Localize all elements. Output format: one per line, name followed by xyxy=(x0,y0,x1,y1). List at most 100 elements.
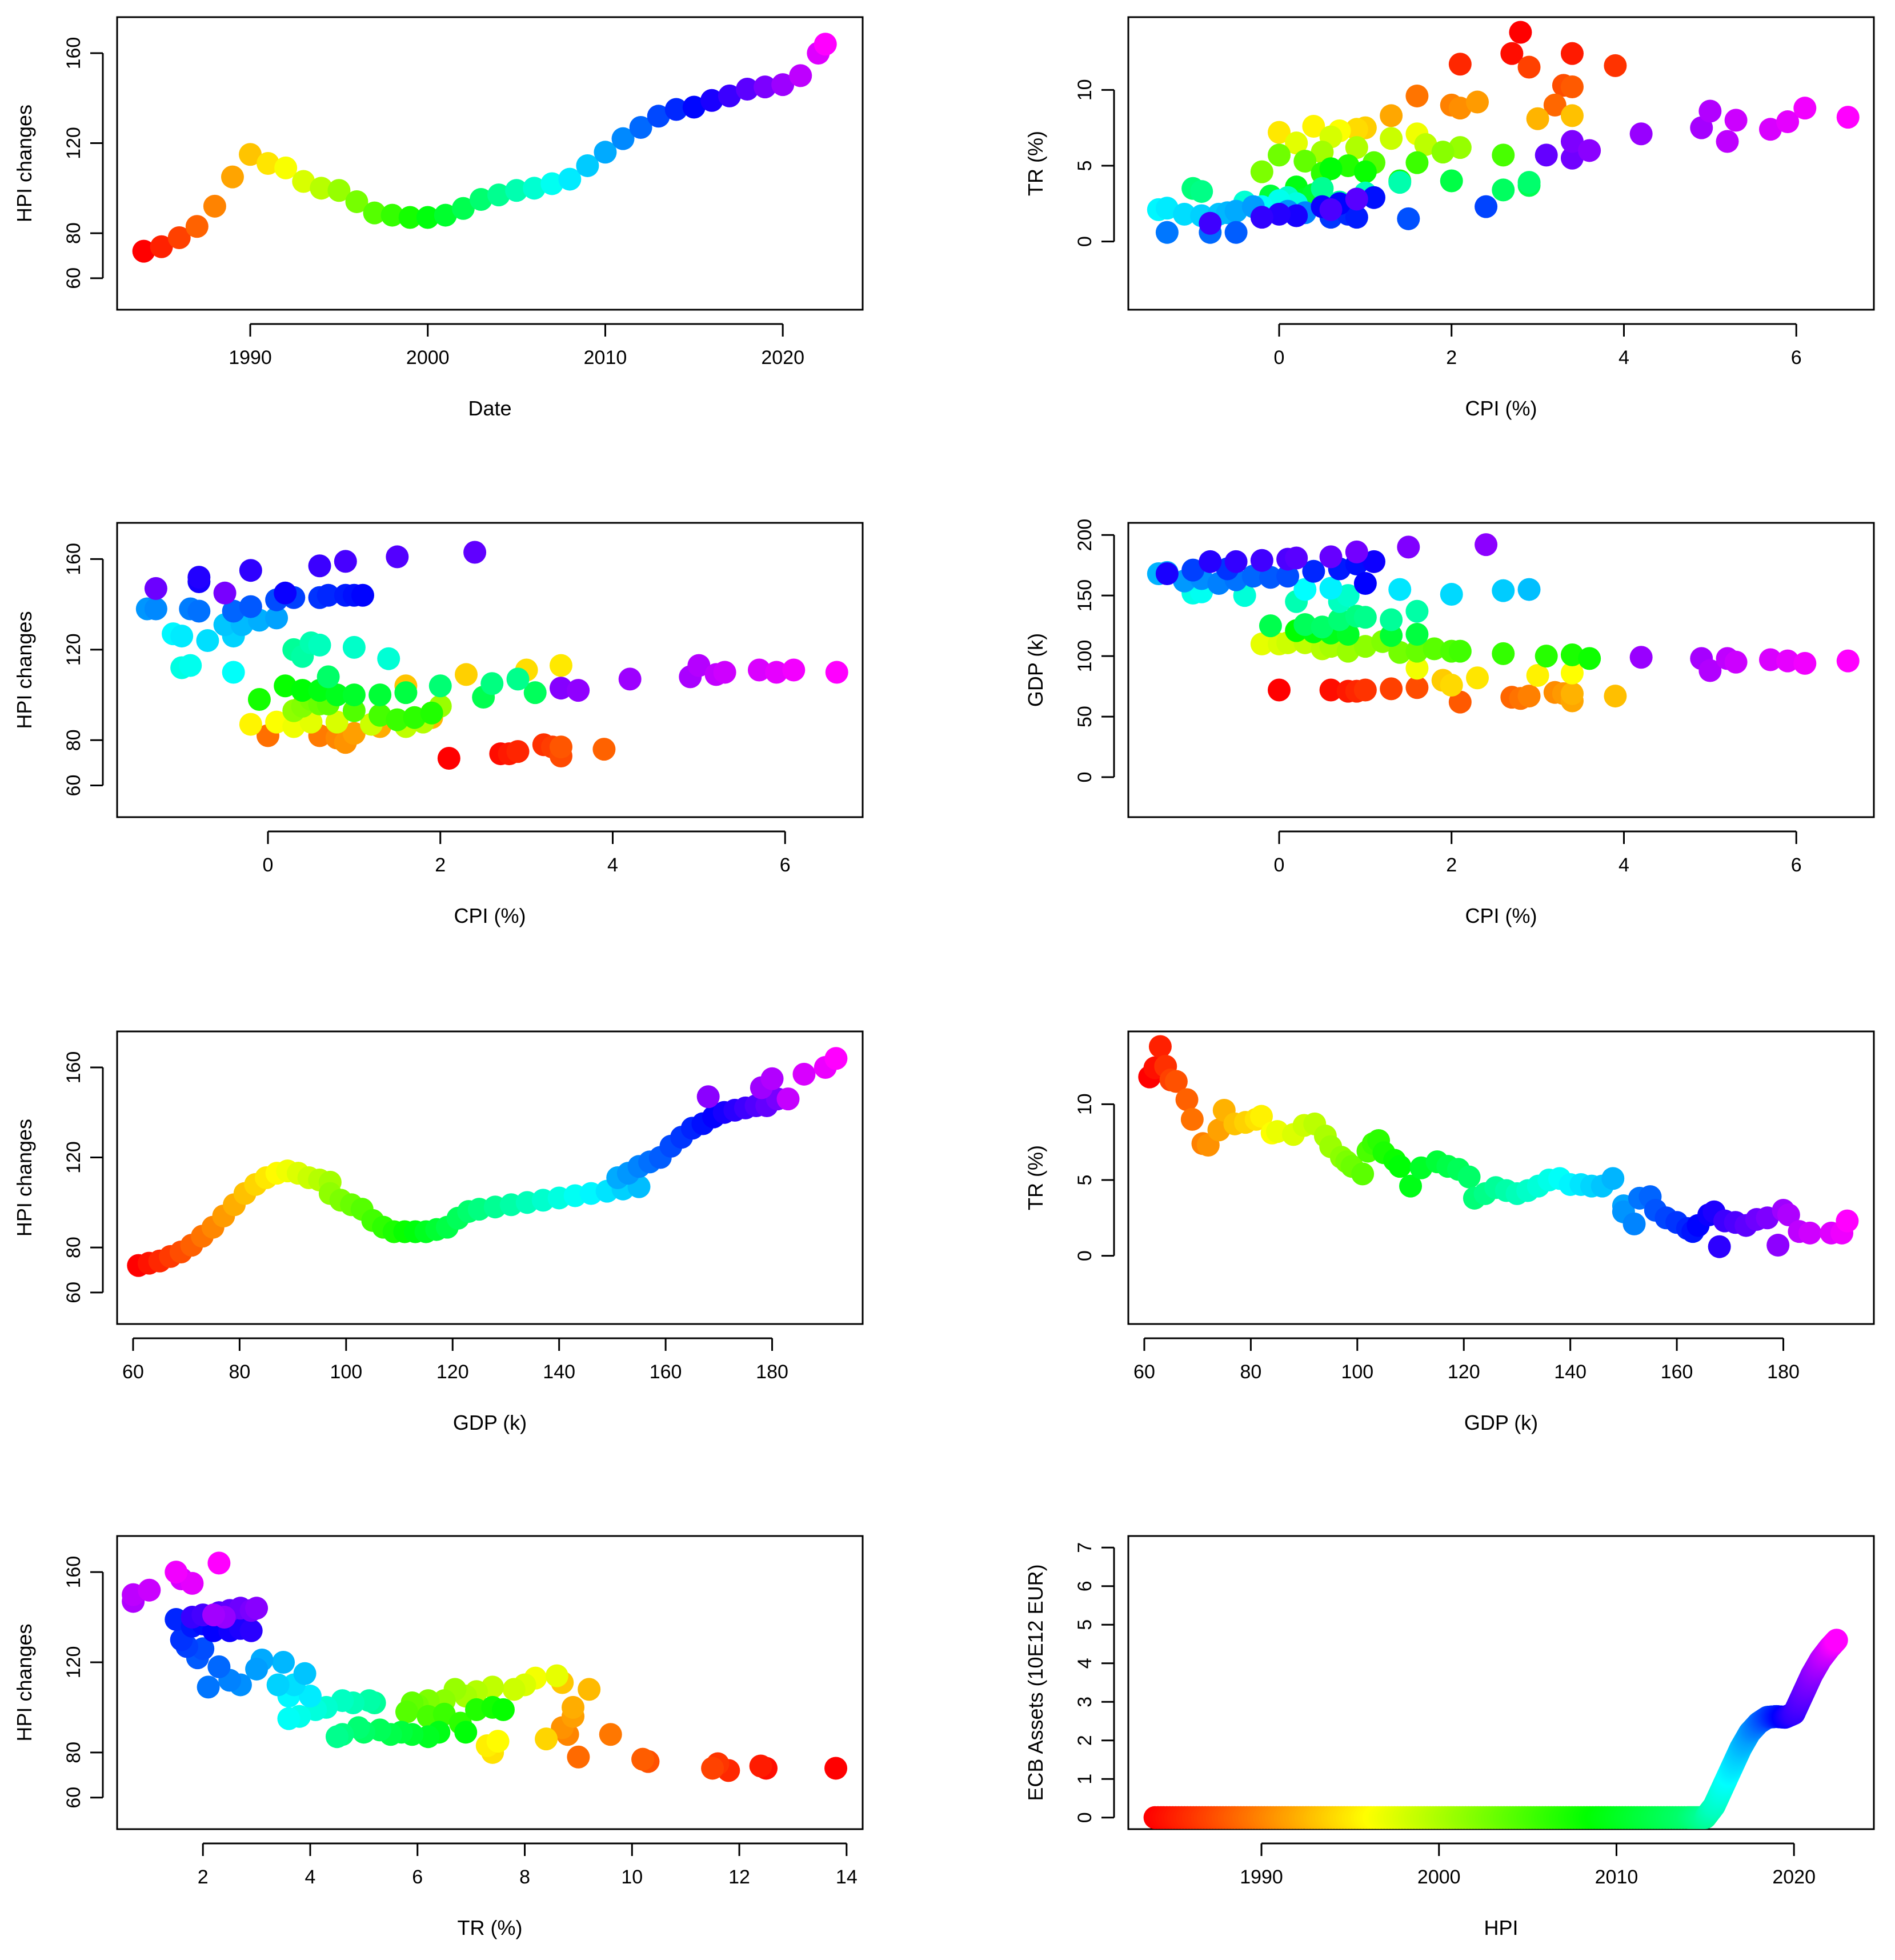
data-point xyxy=(1353,635,1377,658)
data-point xyxy=(1380,624,1403,647)
data-point xyxy=(1285,131,1308,155)
hpi-vs-gdp-panel: 60 80 100 120 140 160 180 60 80 120 160 GDP (k) HPI … xyxy=(13,1030,864,1434)
data-marks xyxy=(1147,533,1860,714)
data-point xyxy=(631,1747,655,1771)
y-tick-label: 6 xyxy=(1074,1581,1096,1591)
data-point xyxy=(486,1730,510,1753)
data-point xyxy=(342,683,366,707)
data-point xyxy=(1250,549,1273,572)
data-point xyxy=(1466,90,1489,114)
data-point xyxy=(245,1597,269,1620)
data-point xyxy=(308,633,331,657)
y-axis-title: HPI changes xyxy=(13,611,36,729)
y-tick-label: 50 xyxy=(1074,706,1096,727)
data-point xyxy=(132,239,155,263)
y-tick-label: 4 xyxy=(1074,1658,1096,1669)
plot-frame xyxy=(1127,1030,1875,1325)
data-point xyxy=(380,203,404,227)
data-point xyxy=(274,156,298,179)
y-tick-label: 200 xyxy=(1074,519,1096,551)
data-point xyxy=(562,1695,585,1719)
data-point xyxy=(567,1745,590,1769)
plot-frame xyxy=(116,522,864,818)
x-tick-label: 80 xyxy=(1240,1361,1261,1383)
data-point xyxy=(611,127,635,150)
data-point xyxy=(1698,659,1722,682)
data-point xyxy=(1414,133,1437,156)
x-tick-label: 0 xyxy=(263,854,274,876)
x-tick-label: 4 xyxy=(1618,854,1629,876)
data-point xyxy=(1836,649,1860,673)
data-point xyxy=(502,1678,526,1701)
data-point xyxy=(1353,678,1377,702)
y-tick-label: 120 xyxy=(63,1646,85,1679)
y-tick-label: 100 xyxy=(1074,640,1096,673)
data-point xyxy=(221,165,244,189)
data-point xyxy=(1405,676,1429,699)
data-point xyxy=(185,215,209,238)
data-marks xyxy=(127,1047,848,1277)
data-point xyxy=(1492,143,1515,167)
data-point xyxy=(1448,97,1472,120)
data-point xyxy=(316,583,340,607)
data-point xyxy=(293,1662,316,1685)
x-tick-label: 2000 xyxy=(1417,1866,1461,1888)
data-marks xyxy=(1147,21,1860,244)
data-point xyxy=(420,701,443,725)
data-point xyxy=(1560,104,1584,127)
data-point xyxy=(1560,682,1584,705)
ecb-assets-vs-hpi-panel: 1990 2000 2010 2020 0 1 2 3 4 5 6 7 HPI ECB Assets (1… xyxy=(1024,1535,1875,1939)
x-tick-label: 4 xyxy=(607,854,618,876)
y-tick-label: 160 xyxy=(63,37,85,70)
data-point xyxy=(310,177,333,200)
data-point xyxy=(1758,648,1782,671)
data-point xyxy=(1388,171,1412,194)
data-point xyxy=(506,667,530,691)
y-axis-title: HPI changes xyxy=(13,1623,36,1741)
data-point xyxy=(239,143,262,166)
data-point xyxy=(1224,550,1248,573)
x-tick-label: 14 xyxy=(836,1866,858,1888)
data-point xyxy=(1776,110,1800,134)
data-point xyxy=(576,154,599,177)
data-point xyxy=(1509,21,1532,44)
data-point xyxy=(181,1571,204,1595)
data-point xyxy=(342,635,366,659)
data-point xyxy=(545,1664,568,1687)
data-point xyxy=(1492,579,1515,602)
x-axis-title: GDP (k) xyxy=(453,1411,527,1434)
y-tick-label: 120 xyxy=(63,633,85,666)
data-point xyxy=(1423,637,1446,661)
data-point xyxy=(629,115,652,139)
data-point xyxy=(480,672,504,695)
data-point xyxy=(1319,545,1343,569)
data-point xyxy=(1776,649,1800,673)
data-point xyxy=(1397,207,1420,230)
data-point xyxy=(403,706,426,729)
data-point xyxy=(454,1721,478,1744)
data-point xyxy=(1259,614,1282,638)
data-point xyxy=(825,661,848,684)
data-point xyxy=(792,1062,816,1086)
x-tick-label: 2 xyxy=(1446,854,1457,876)
data-point xyxy=(1302,559,1325,583)
data-point xyxy=(647,105,670,128)
data-point xyxy=(213,581,237,605)
y-tick-label: 120 xyxy=(63,1141,85,1174)
data-point xyxy=(1285,546,1308,570)
data-point xyxy=(1708,1235,1731,1258)
data-point xyxy=(368,683,392,707)
data-point xyxy=(1199,550,1222,573)
data-point xyxy=(325,1725,348,1749)
data-point xyxy=(1622,1212,1646,1235)
data-point xyxy=(1285,204,1308,227)
data-point xyxy=(239,713,262,736)
data-point xyxy=(1448,53,1472,76)
data-point xyxy=(1492,178,1515,202)
data-marks xyxy=(132,33,837,263)
data-point xyxy=(540,172,564,195)
data-point xyxy=(1199,211,1222,235)
data-point xyxy=(1311,615,1334,639)
data-point xyxy=(386,708,409,731)
data-point xyxy=(1250,632,1273,655)
